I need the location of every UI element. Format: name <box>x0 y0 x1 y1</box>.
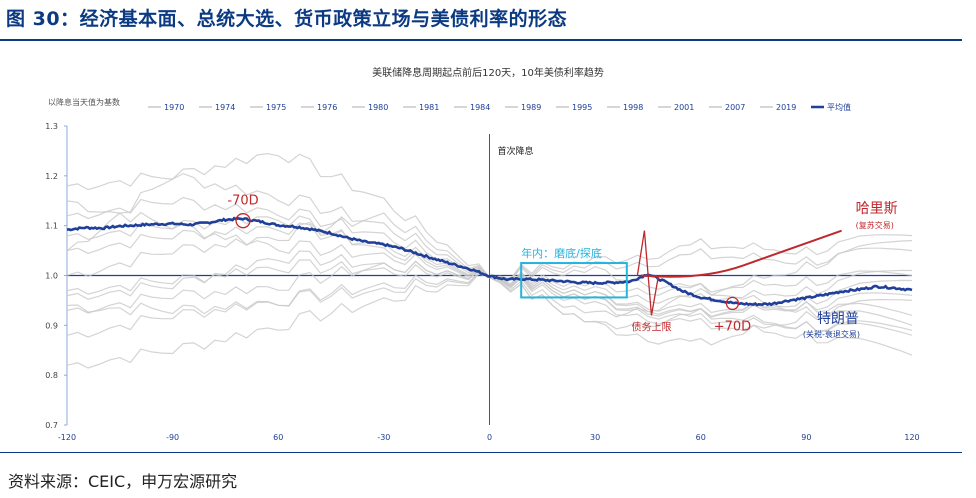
plus70-label: +70D <box>714 319 751 334</box>
minus70-label: -70D <box>227 194 258 209</box>
tick-labels: 0.7 0.8 0.9 1.0 1.1 1.2 1.3 -120 -90 60 -30 0 30 60 90… <box>45 122 919 442</box>
bottom-rule <box>0 452 962 453</box>
average-series <box>66 216 913 307</box>
plus70-marker <box>725 296 740 311</box>
chart: 美联储降息周期起点前后120天，10年美债利率趋势 以降息当天值为基数 1970… <box>45 66 919 442</box>
average-line <box>66 216 913 307</box>
legend-label: 1975 <box>266 103 286 112</box>
legend-label: 平均值 <box>827 102 851 112</box>
y-tick-label: 0.8 <box>45 371 58 380</box>
x-tick-label: 0 <box>487 433 492 442</box>
x-tick-label: -120 <box>58 433 76 442</box>
harris-sub-label: (复苏交易) <box>856 220 894 230</box>
chart-title: 美联储降息周期起点前后120天，10年美债利率趋势 <box>372 66 604 79</box>
range-box <box>520 262 628 299</box>
y-tick-label: 1.3 <box>45 122 58 131</box>
source-note: 资料来源：CEIC，申万宏源研究 <box>8 472 238 491</box>
minus70-marker <box>235 213 251 229</box>
legend-label: 1976 <box>317 103 337 112</box>
x-tick-label: -90 <box>166 433 179 442</box>
x-tick-label: 90 <box>801 433 811 442</box>
trump-sub-label: (关税-衰退交易) <box>803 329 860 339</box>
legend: 1970 1974 1975 1976 1980 1981 1984 1989 1995 1998… <box>148 102 851 112</box>
title-rule <box>0 39 962 41</box>
y-axis-label: 以降息当天值为基数 <box>48 97 120 107</box>
figure-title-text: 经济基本面、总统大选、货币政策立场与美债利率的形态 <box>79 8 568 30</box>
legend-label: 1974 <box>215 103 235 112</box>
range-box-label: 年内：磨底/探底 <box>521 246 602 260</box>
y-tick-label: 1.2 <box>45 172 58 181</box>
debt-limit-spike <box>636 230 660 316</box>
trump-label: 特朗普 <box>817 311 859 327</box>
x-tick-label: 60 <box>273 433 283 442</box>
x-tick-label: 120 <box>904 433 919 442</box>
legend-label: 1981 <box>419 103 439 112</box>
x-tick-label: 60 <box>696 433 706 442</box>
legend-label: 2019 <box>776 103 796 112</box>
legend-label: 2007 <box>725 103 745 112</box>
legend-label: 1980 <box>368 103 388 112</box>
debt-limit-label: 债务上限 <box>631 320 671 333</box>
legend-label: 1998 <box>623 103 643 112</box>
figure-label: 图 30： <box>6 8 80 30</box>
figure-title: 图 30：经济基本面、总统大选、货币政策立场与美债利率的形态 <box>6 4 567 31</box>
legend-label: 2001 <box>674 103 694 112</box>
y-tick-label: 0.7 <box>45 421 58 430</box>
y-tick-label: 1.1 <box>45 222 58 231</box>
harris-path <box>640 229 842 278</box>
y-tick-label: 1.0 <box>45 272 58 281</box>
legend-label: 1984 <box>470 103 490 112</box>
harris-label: 哈里斯 <box>856 201 898 217</box>
x-tick-label: 30 <box>590 433 600 442</box>
legend-label: 1989 <box>521 103 541 112</box>
first-cut-label: 首次降息 <box>498 145 534 157</box>
x-tick-label: -30 <box>377 433 390 442</box>
legend-label: 1970 <box>164 103 184 112</box>
y-tick-label: 0.9 <box>45 321 58 330</box>
legend-label: 1995 <box>572 103 592 112</box>
